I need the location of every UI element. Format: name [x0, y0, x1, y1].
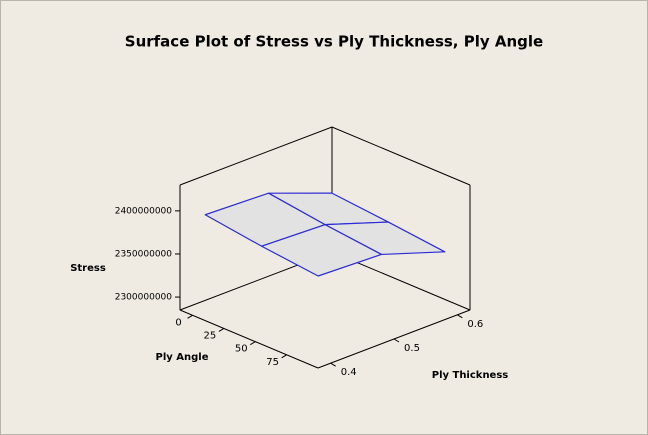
y-axis-label: Ply Angle	[156, 352, 209, 363]
z-tick-label: 2400000000	[115, 206, 173, 216]
z-axis-label: Stress	[70, 263, 106, 274]
z-tick-label: 2300000000	[115, 293, 173, 303]
y-tick	[218, 328, 225, 332]
box-edge	[179, 126, 333, 186]
y-tick-label: 75	[266, 357, 279, 368]
y-tick-label: 0	[175, 317, 181, 328]
x-axis-label: Ply Thickness	[432, 370, 509, 381]
surface-cell	[261, 224, 383, 277]
box-edge	[179, 309, 319, 369]
x-tick	[393, 338, 400, 343]
x-tick	[330, 362, 336, 367]
box-edge	[331, 126, 471, 186]
x-tick	[457, 314, 463, 319]
z-tick-label: 2350000000	[115, 249, 173, 259]
x-tick-label: 0.4	[341, 367, 357, 378]
x-tick-label: 0.5	[404, 343, 420, 354]
y-tick-label: 50	[235, 344, 248, 355]
chart-title: Surface Plot of Stress vs Ply Thickness,…	[125, 33, 543, 51]
x-tick-label: 0.6	[467, 319, 483, 330]
y-tick	[187, 314, 193, 319]
y-tick-label: 25	[204, 330, 217, 341]
y-tick	[250, 341, 256, 346]
y-tick	[281, 354, 287, 359]
